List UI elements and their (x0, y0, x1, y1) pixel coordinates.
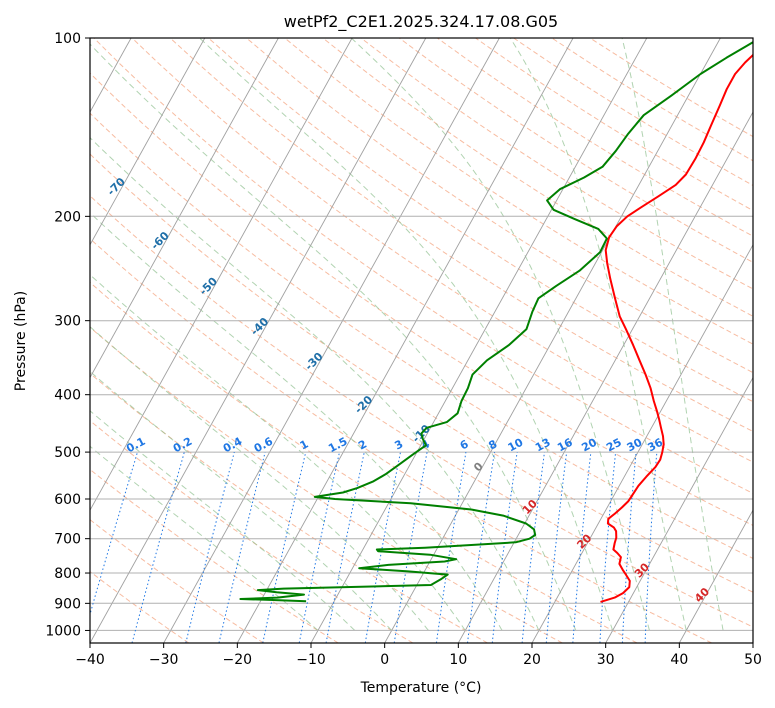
mixing-ratio-label: 10 (506, 436, 526, 455)
dewpoint-profile (239, 41, 753, 603)
moist-adiabat (90, 326, 429, 631)
dry-adiabat (169, 38, 753, 433)
mixing-ratio-line (298, 451, 340, 643)
mixing-ratio-label: 13 (533, 436, 553, 455)
moist-adiabat (621, 38, 724, 631)
dry-adiabat (90, 281, 638, 643)
y-axis: 1000 900 800 700 600 500 400 300 200 100 (45, 31, 90, 639)
mixing-ratio-line (435, 452, 467, 643)
dry-adiabat (90, 112, 753, 559)
isotherm (310, 38, 648, 643)
y-tick-label: 1000 (45, 623, 81, 639)
dry-adiabat (90, 153, 753, 593)
mixing-ratio-line (90, 451, 138, 616)
mixing-ratio-line (218, 451, 266, 643)
mixing-ratio-line (262, 451, 307, 643)
dry-adiabat (93, 38, 753, 494)
dry-adiabat (90, 468, 339, 643)
x-tick-label: −40 (75, 652, 105, 668)
x-tick-label: 40 (670, 652, 688, 668)
temperature-profile (600, 53, 753, 603)
isotherm (384, 38, 721, 643)
mixing-ratio-line (131, 451, 185, 643)
plot-frame (89, 37, 754, 644)
moist-adiabat (350, 38, 650, 631)
x-tick-label: 20 (523, 652, 541, 668)
isotherm (678, 509, 753, 643)
y-tick-label: 900 (54, 596, 81, 612)
moist-adiabat (199, 38, 614, 631)
x-tick-label: −20 (223, 652, 253, 668)
mixing-ratio-line (185, 451, 235, 643)
isotherm (90, 38, 279, 379)
moist-adiabat (90, 370, 392, 631)
dry-adiabat (246, 38, 753, 374)
mixing-ratio-line (599, 452, 617, 643)
isotherm (531, 243, 753, 643)
mixing-ratio-label: 30 (625, 436, 645, 455)
y-tick-label: 700 (54, 532, 81, 548)
x-tick-label: −30 (149, 652, 179, 668)
mixing-ratio-line (467, 452, 495, 643)
dry-adiabat (208, 38, 753, 403)
dry-adiabat (90, 195, 753, 628)
background-lines (90, 38, 753, 643)
mixing-ratio-label: 25 (604, 436, 624, 455)
dry-adiabat (90, 519, 264, 643)
dry-adiabat (90, 372, 488, 643)
moist-adiabat (90, 212, 503, 631)
moist-adiabat (90, 43, 577, 631)
profiles (239, 41, 753, 603)
mixing-ratio-label: 16 (555, 436, 575, 455)
y-tick-label: 300 (54, 314, 81, 330)
x-axis-title: Temperature (°C) (360, 680, 482, 696)
y-axis-title: Pressure (hPa) (13, 291, 29, 391)
mixing-ratio-line (491, 452, 518, 643)
x-tick-label: 50 (744, 652, 762, 668)
isotherm (90, 38, 353, 512)
x-tick-label: 10 (449, 652, 467, 668)
y-tick-label: 800 (54, 566, 81, 582)
mixing-ratio-line (545, 452, 568, 643)
x-tick-label: 30 (597, 652, 615, 668)
isotherm (90, 38, 427, 643)
chart-title: wetPf2_C2E1.2025.324.17.08.G05 (284, 12, 558, 32)
y-tick-label: 400 (54, 388, 81, 404)
x-axis: −40 −30 −20 −10 0 10 20 30 40 50 (75, 643, 762, 668)
x-tick-label: 0 (380, 652, 389, 668)
y-tick-label: 600 (54, 492, 81, 508)
x-tick-label: −10 (296, 652, 326, 668)
mixing-ratio-label: 20 (579, 436, 599, 455)
y-tick-label: 200 (54, 209, 81, 225)
moist-adiabat (509, 38, 687, 631)
isotherm (236, 38, 574, 643)
y-tick-label: 100 (54, 31, 81, 47)
dry-adiabat (90, 72, 753, 527)
dry-adiabat (90, 570, 190, 643)
mixing-ratio-line (572, 452, 592, 643)
isotherm (163, 38, 500, 643)
dry-adiabat (90, 238, 712, 643)
isotherm (605, 376, 753, 643)
moist-adiabat (90, 274, 466, 631)
mixing-ratio-line (521, 452, 545, 643)
y-tick-label: 500 (54, 445, 81, 461)
mixing-ratio-label: 36 (645, 436, 665, 455)
isotherm (90, 38, 206, 246)
